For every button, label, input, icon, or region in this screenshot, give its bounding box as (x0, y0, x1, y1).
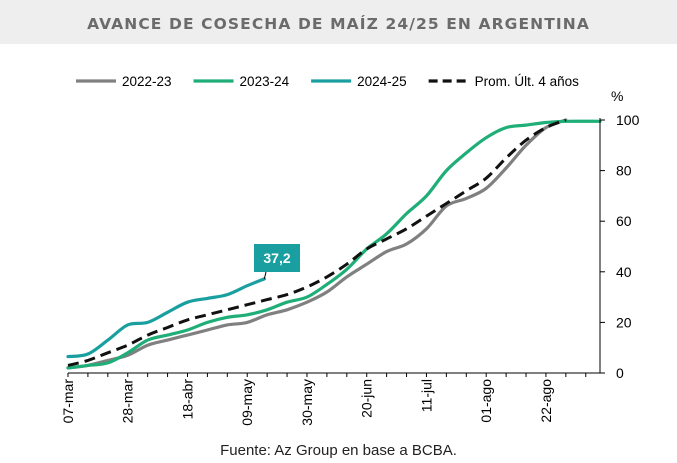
y-tick-label: 100 (616, 112, 640, 128)
x-tick-label: 28-mar (120, 379, 136, 424)
x-tick-label: 30-may (299, 379, 315, 426)
x-tick-label: 22-ago (538, 379, 554, 423)
series-line-2022-23 (66, 118, 568, 370)
x-tick-label: 18-abr (180, 379, 196, 420)
chart-title: AVANCE DE COSECHA DE MAÍZ 24/25 EN ARGEN… (87, 15, 590, 33)
series-line-prom (67, 118, 567, 367)
legend-label: 2023-24 (240, 74, 290, 89)
x-tick-label: 07-mar (60, 379, 76, 424)
x-tick-label: 20-jun (359, 379, 375, 418)
y-tick-label: 20 (616, 314, 632, 330)
annotation-label: 37,2 (263, 250, 290, 266)
x-tick-label: 11-jul (419, 379, 435, 412)
y-tick-label: 40 (616, 264, 632, 280)
legend-item-2022-23: 2022-23 (76, 74, 172, 89)
title-bar (0, 0, 677, 44)
legend-label: 2024-25 (357, 74, 407, 89)
legend-item-2023-24: 2023-24 (193, 74, 290, 89)
legend-item-prom: Prom. Últ. 4 años (428, 74, 580, 89)
y-axis-label: % (611, 88, 623, 104)
annotation-callout: 37,2 (254, 244, 300, 280)
series-line-2024-25 (66, 277, 266, 359)
legend-label: 2022-23 (122, 74, 172, 89)
plot-area (66, 118, 602, 370)
legend-item-2024-25: 2024-25 (311, 74, 407, 89)
source-note: Fuente: Az Group en base a BCBA. (220, 442, 457, 459)
y-tick-label: 60 (616, 213, 632, 229)
axes: 0 20 40 60 80 100% 07-mar 28-mar 18-abr 09-may 30-… (60, 88, 640, 426)
x-tick-label: 09-may (239, 379, 255, 426)
x-tick-label: 01-ago (478, 379, 494, 423)
series-line-2023-24 (66, 119, 602, 370)
y-tick-label: 0 (616, 365, 624, 381)
legend: 2022-23 2023-24 2024-25 Prom. Últ. 4 años (76, 74, 579, 89)
y-tick-label: 80 (616, 163, 632, 179)
legend-label: Prom. Últ. 4 años (475, 74, 580, 89)
annotation-box (254, 244, 300, 272)
annotation-leader-line (263, 271, 267, 280)
